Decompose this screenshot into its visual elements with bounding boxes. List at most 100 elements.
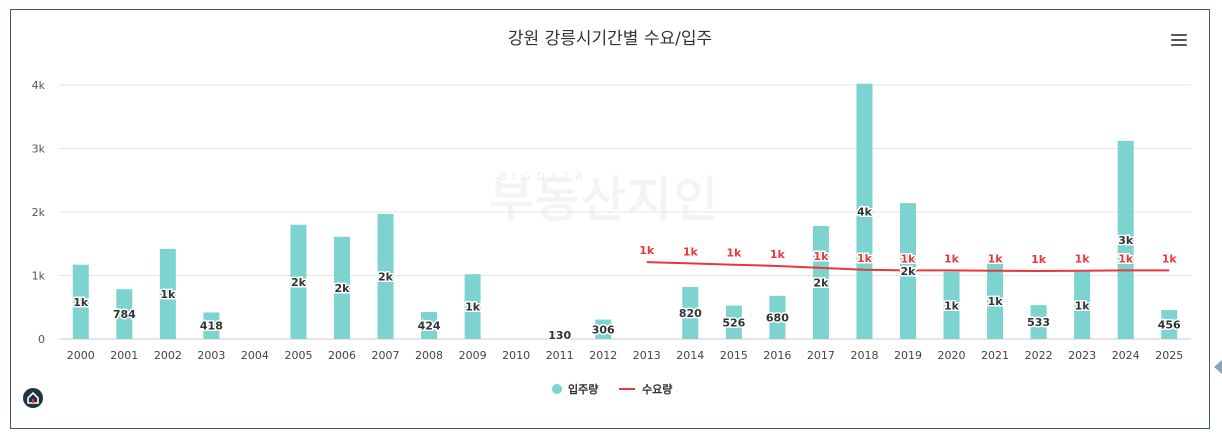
bar-value-label: 418 <box>200 320 223 333</box>
bar-2018[interactable] <box>856 83 873 339</box>
legend-marker-bar[interactable] <box>552 384 562 394</box>
bar-2024[interactable] <box>1117 140 1134 339</box>
bar-2015[interactable] <box>725 305 742 339</box>
bar-value-label: 533 <box>1027 316 1050 329</box>
line-value-label: 1k <box>1075 253 1091 266</box>
bar-2017[interactable] <box>812 225 829 339</box>
bar-2025[interactable] <box>1161 310 1178 339</box>
watermark-logo: 부동산지인 <box>489 172 720 228</box>
bar-2011[interactable] <box>551 330 568 339</box>
x-tick-label: 2006 <box>328 349 356 362</box>
home-logo-icon[interactable] <box>23 388 43 408</box>
bar-value-label: 130 <box>548 329 571 342</box>
line-value-label: 1k <box>988 253 1004 266</box>
bar-value-label: 1k <box>944 299 960 312</box>
y-tick-label: 0 <box>38 333 45 346</box>
bar-2006[interactable] <box>334 236 350 339</box>
x-tick-label: 2002 <box>154 349 182 362</box>
x-tick-label: 2010 <box>502 349 530 362</box>
line-value-label: 1k <box>1162 252 1178 265</box>
bar-2007[interactable] <box>377 213 394 339</box>
demand-line[interactable] <box>646 261 1170 273</box>
x-tick-label: 2000 <box>67 349 95 362</box>
bar-value-label: 2k <box>335 282 351 295</box>
x-tick-label: 2001 <box>110 349 138 362</box>
bar-2012[interactable] <box>595 319 612 339</box>
bar-2003[interactable] <box>203 312 220 339</box>
x-tick-label: 2025 <box>1155 349 1183 362</box>
y-tick-label: 2k <box>32 206 46 219</box>
bar-2022[interactable] <box>1030 305 1047 339</box>
x-tick-label: 2007 <box>372 349 400 362</box>
x-tick-label: 2009 <box>459 349 487 362</box>
chart-title: 강원 강릉시기간별 수요/입주 <box>507 29 713 49</box>
bar-2002[interactable] <box>159 248 176 339</box>
bar-2023[interactable] <box>1074 271 1091 339</box>
bar-value-label: 820 <box>679 307 702 320</box>
x-tick-label: 2014 <box>676 349 704 362</box>
line-value-label: 1k <box>683 245 699 258</box>
bar-value-label: 2k <box>378 270 394 283</box>
bar-2008[interactable] <box>421 312 438 339</box>
x-tick-label: 2011 <box>546 349 574 362</box>
legend-label-line[interactable]: 수요량 <box>642 383 672 396</box>
x-tick-label: 2018 <box>850 349 878 362</box>
bar-value-label: 456 <box>1158 319 1181 332</box>
bar-value-label: 1k <box>1075 299 1091 312</box>
x-tick-label: 2015 <box>720 349 748 362</box>
x-tick-label: 2019 <box>894 349 922 362</box>
bar-value-label: 1k <box>465 301 481 314</box>
x-tick-label: 2017 <box>807 349 835 362</box>
scroll-arrow-icon[interactable] <box>1214 360 1222 374</box>
bar-value-label: 2k <box>291 276 307 289</box>
watermark-logo-mark: BIGDATA <box>499 170 589 183</box>
line-value-label: 1k <box>813 250 829 263</box>
bar-value-label: 424 <box>418 320 441 333</box>
x-tick-label: 2005 <box>284 349 312 362</box>
x-tick-label: 2023 <box>1068 349 1096 362</box>
bar-value-label: 4k <box>857 205 873 218</box>
x-tick-label: 2013 <box>633 349 661 362</box>
legend-label-bar[interactable]: 입주량 <box>568 383 598 396</box>
y-tick-label: 1k <box>32 270 46 283</box>
bar-value-label: 526 <box>722 316 745 329</box>
bar-2005[interactable] <box>290 224 307 339</box>
line-value-label: 1k <box>639 244 655 257</box>
chart-panel: 강원 강릉시기간별 수요/입주 부동산지인 BIGDATA 0 1k 2k 3k 4k … <box>10 9 1210 429</box>
x-tick-label: 2024 <box>1112 349 1140 362</box>
menu-icon[interactable] <box>1171 34 1187 48</box>
x-tick-label: 2016 <box>763 349 791 362</box>
bar-value-label: 1k <box>73 296 89 309</box>
bar-2014[interactable] <box>682 286 699 339</box>
line-value-label: 1k <box>1031 253 1047 266</box>
bar-2009[interactable] <box>464 274 481 339</box>
bar-2021[interactable] <box>987 262 1004 339</box>
x-tick-label: 2008 <box>415 349 443 362</box>
line-value-label: 1k <box>770 248 786 261</box>
bar-value-label: 3k <box>1118 234 1134 247</box>
y-tick-label: 4k <box>32 79 46 92</box>
x-tick-label: 2003 <box>197 349 225 362</box>
line-value-label: 1k <box>1118 252 1134 265</box>
x-tick-label: 2022 <box>1025 349 1053 362</box>
bar-value-label: 1k <box>160 288 176 301</box>
bar-2000[interactable] <box>72 264 89 339</box>
x-tick-label: 2021 <box>981 349 1009 362</box>
bar-value-label: 306 <box>592 323 615 336</box>
line-value-label: 1k <box>726 247 742 260</box>
x-tick-label: 2020 <box>938 349 966 362</box>
bar-value-label: 2k <box>901 265 917 278</box>
y-tick-label: 3k <box>32 143 46 156</box>
line-value-label: 1k <box>944 252 960 265</box>
bar-2016[interactable] <box>769 295 786 339</box>
x-tick-label: 2004 <box>241 349 269 362</box>
line-value-label: 1k <box>901 252 917 265</box>
bar-value-label: 1k <box>988 295 1004 308</box>
line-value-label: 1k <box>857 252 873 265</box>
bar-2020[interactable] <box>943 271 960 339</box>
bar-value-label: 680 <box>766 311 789 324</box>
bar-2001[interactable] <box>116 289 133 339</box>
bar-value-label: 2k <box>813 276 829 289</box>
x-tick-label: 2012 <box>589 349 617 362</box>
